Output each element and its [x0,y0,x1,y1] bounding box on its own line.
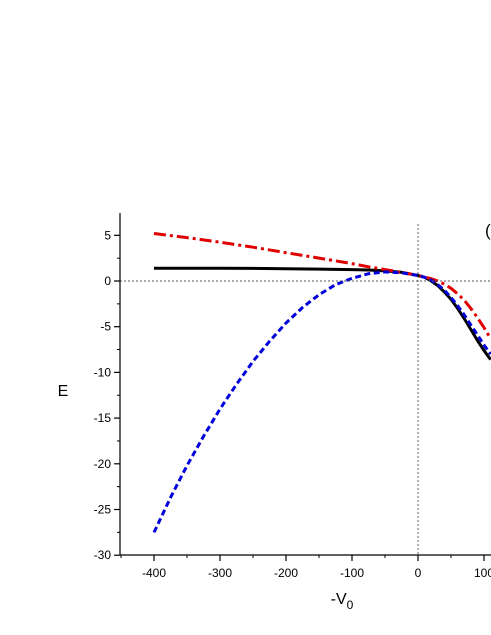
x-tick-label: -400 [142,566,166,580]
x-tick-label: -200 [274,566,298,580]
y-tick-label: -20 [94,457,112,471]
x-axis-title: -V0 [331,591,354,612]
y-tick-label: -5 [100,320,111,334]
x-axis-title-subscript: 0 [347,598,354,612]
series-line-solid [154,266,491,361]
series-line-dashed [152,270,491,534]
x-tick-label: -300 [208,566,232,580]
reference-lines [120,224,491,555]
tick-layer: -400 -300 -200 -100 0 100 5 0 -5 -10 -15 -20 -25 -30 [94,228,491,580]
y-tick-label: -25 [94,503,112,517]
x-axis-title-main: -V [331,591,347,608]
y-tick-label: -30 [94,548,112,562]
y-tick-label: 0 [104,274,111,288]
x-tick-label: 0 [415,566,422,580]
panel-annotation: ( [485,221,491,240]
y-tick-label: -10 [94,365,112,379]
y-axis-title: E [58,383,69,400]
x-tick-label: -100 [340,566,364,580]
x-tick-label: 100 [474,566,491,580]
y-tick-label: -15 [94,411,112,425]
series-layer [152,232,491,534]
y-tick-label: 5 [104,228,111,242]
